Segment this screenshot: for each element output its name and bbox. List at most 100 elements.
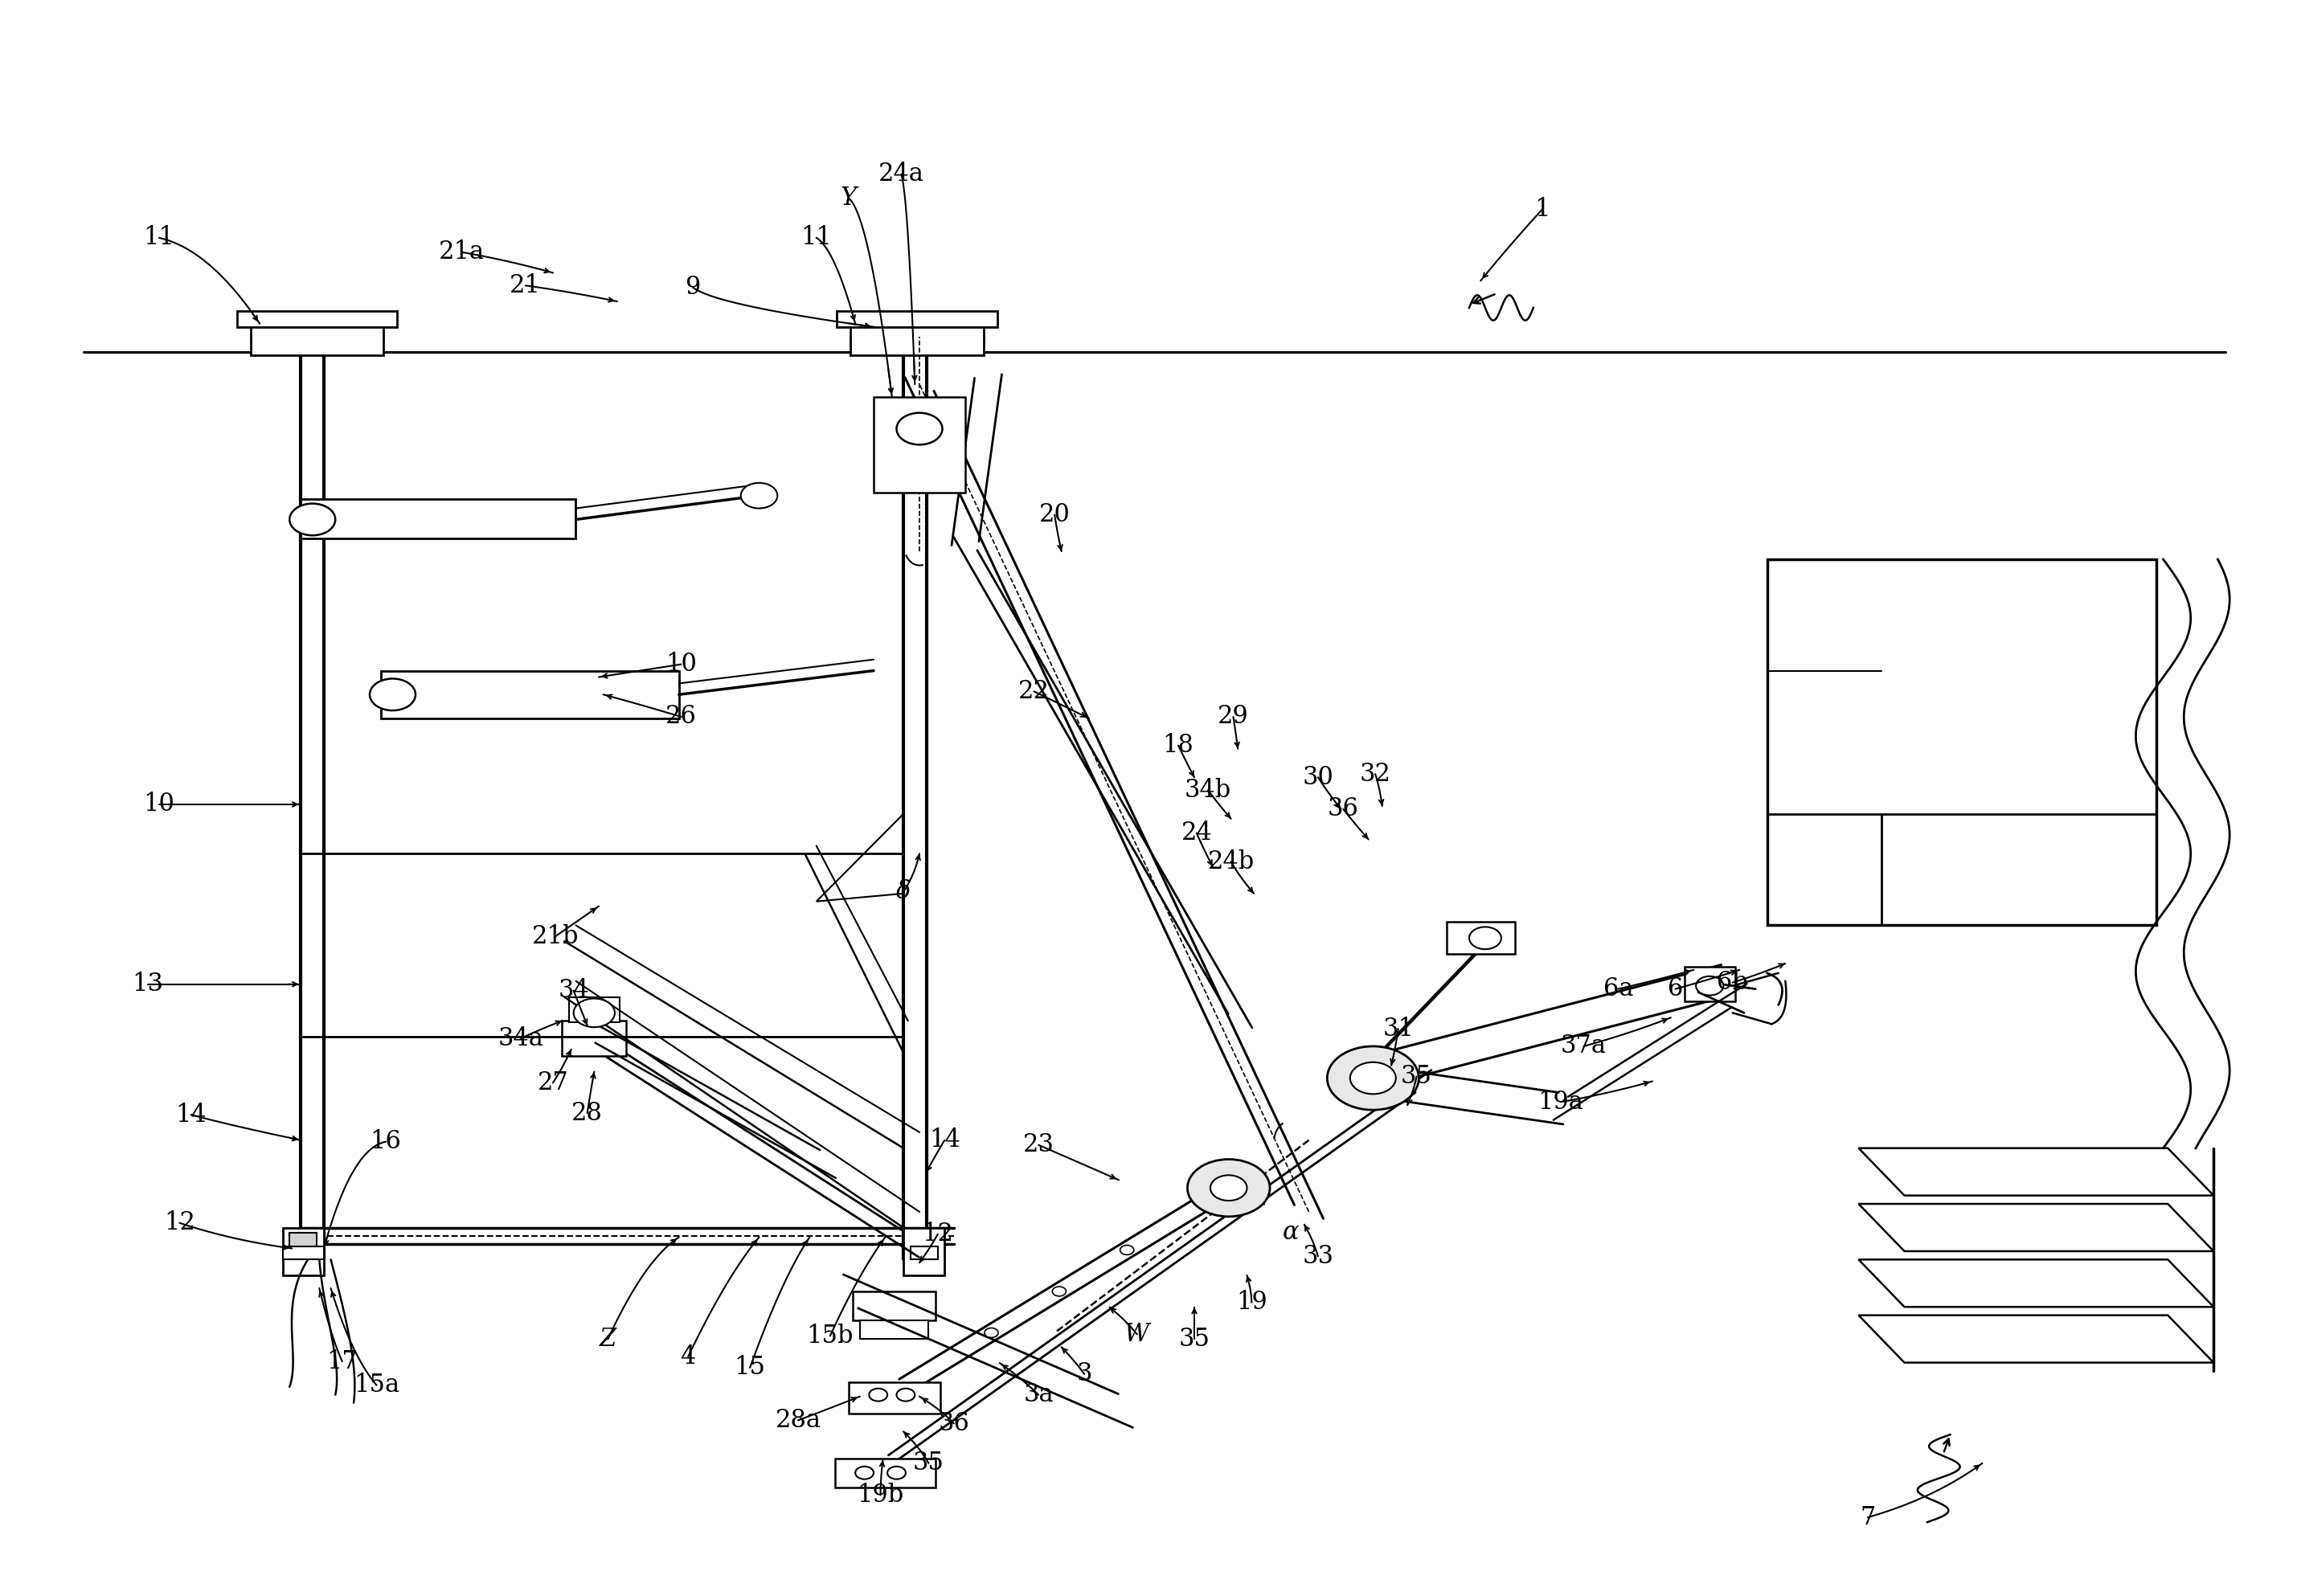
Text: 28a: 28a xyxy=(774,1408,820,1433)
Text: W: W xyxy=(1126,1321,1151,1347)
Polygon shape xyxy=(1858,1315,2214,1363)
Text: 10: 10 xyxy=(142,792,175,817)
Text: 27: 27 xyxy=(537,1071,570,1095)
Text: 14: 14 xyxy=(928,1128,960,1152)
Text: 34a: 34a xyxy=(498,1026,544,1050)
Text: 28: 28 xyxy=(572,1101,602,1125)
Text: 9: 9 xyxy=(685,275,701,300)
Text: 23: 23 xyxy=(1022,1133,1054,1157)
Text: 1: 1 xyxy=(1534,196,1550,222)
Text: 15a: 15a xyxy=(354,1373,400,1398)
Text: 3: 3 xyxy=(1077,1361,1091,1387)
Text: 12: 12 xyxy=(921,1221,953,1246)
Bar xyxy=(910,1246,937,1259)
Ellipse shape xyxy=(1188,1159,1270,1216)
Polygon shape xyxy=(1858,1259,2214,1307)
Text: 7: 7 xyxy=(1861,1505,1877,1531)
Text: 35: 35 xyxy=(912,1451,944,1476)
Text: 18: 18 xyxy=(1162,733,1194,758)
Ellipse shape xyxy=(1695,977,1723,996)
Text: 17: 17 xyxy=(326,1349,358,1374)
Text: 6a: 6a xyxy=(1603,977,1633,1001)
Bar xyxy=(873,397,965,493)
Ellipse shape xyxy=(985,1328,999,1337)
Text: 16: 16 xyxy=(370,1130,402,1154)
Bar xyxy=(1684,967,1734,1002)
Bar xyxy=(836,311,997,327)
Bar xyxy=(834,1459,935,1487)
Text: 19a: 19a xyxy=(1539,1090,1583,1114)
Ellipse shape xyxy=(1328,1047,1420,1109)
Text: 6: 6 xyxy=(1668,977,1684,1001)
Text: 21a: 21a xyxy=(439,239,485,265)
Text: 24: 24 xyxy=(1181,820,1213,846)
Ellipse shape xyxy=(1121,1245,1135,1254)
Text: 21: 21 xyxy=(510,273,542,298)
Ellipse shape xyxy=(574,999,616,1028)
Bar xyxy=(1447,922,1516,954)
Text: 6b: 6b xyxy=(1716,970,1748,994)
Text: 26: 26 xyxy=(666,704,696,729)
Bar xyxy=(1766,559,2157,926)
Text: 35: 35 xyxy=(1178,1326,1211,1352)
Bar xyxy=(852,1291,935,1320)
Bar xyxy=(570,998,620,1023)
Text: δ: δ xyxy=(896,879,912,905)
Ellipse shape xyxy=(370,678,416,710)
Ellipse shape xyxy=(1470,927,1502,950)
Text: 10: 10 xyxy=(666,651,696,677)
Ellipse shape xyxy=(887,1467,905,1479)
Ellipse shape xyxy=(896,413,942,445)
Text: 3a: 3a xyxy=(1024,1382,1054,1408)
Text: 36: 36 xyxy=(937,1411,969,1436)
Text: 29: 29 xyxy=(1217,704,1250,729)
Text: 4: 4 xyxy=(680,1344,696,1369)
Text: 24b: 24b xyxy=(1208,849,1254,875)
Bar xyxy=(283,1227,324,1275)
Text: 15: 15 xyxy=(735,1355,765,1381)
Text: 34b: 34b xyxy=(1185,777,1231,803)
Text: 20: 20 xyxy=(1038,503,1070,527)
Bar xyxy=(848,1382,939,1414)
Ellipse shape xyxy=(896,1389,914,1401)
Text: 15b: 15b xyxy=(806,1323,854,1349)
Bar xyxy=(381,670,680,718)
Bar xyxy=(237,311,397,327)
Text: 12: 12 xyxy=(163,1210,195,1235)
Text: 30: 30 xyxy=(1302,764,1335,790)
Text: 37a: 37a xyxy=(1560,1034,1606,1058)
Text: 19: 19 xyxy=(1236,1290,1268,1315)
Ellipse shape xyxy=(1052,1286,1066,1296)
Bar xyxy=(850,321,983,356)
Text: 11: 11 xyxy=(802,225,832,251)
Text: 36: 36 xyxy=(1328,796,1360,822)
Text: Y: Y xyxy=(841,185,857,211)
Text: 31: 31 xyxy=(1383,1017,1415,1041)
Text: 19b: 19b xyxy=(857,1483,905,1508)
Bar xyxy=(903,1227,944,1275)
Text: 24a: 24a xyxy=(877,161,923,187)
Polygon shape xyxy=(1858,1148,2214,1195)
Text: 22: 22 xyxy=(1018,678,1050,704)
Bar xyxy=(289,1232,317,1248)
Text: 21b: 21b xyxy=(531,924,579,950)
Text: 32: 32 xyxy=(1360,761,1392,787)
Text: α: α xyxy=(1282,1219,1298,1245)
Text: Z: Z xyxy=(600,1326,616,1352)
Text: 34: 34 xyxy=(558,978,588,1002)
Ellipse shape xyxy=(1211,1175,1247,1200)
Bar xyxy=(859,1320,928,1339)
Bar xyxy=(1194,1175,1263,1203)
Text: 11: 11 xyxy=(142,225,175,251)
Text: 13: 13 xyxy=(131,972,163,996)
Bar xyxy=(301,500,577,538)
Ellipse shape xyxy=(868,1389,887,1401)
Polygon shape xyxy=(1858,1203,2214,1251)
Bar xyxy=(250,321,384,356)
Text: 14: 14 xyxy=(175,1103,207,1127)
Ellipse shape xyxy=(1351,1063,1397,1093)
Text: 35: 35 xyxy=(1401,1065,1431,1088)
Ellipse shape xyxy=(854,1467,873,1479)
Ellipse shape xyxy=(289,504,335,535)
Bar xyxy=(283,1246,324,1259)
